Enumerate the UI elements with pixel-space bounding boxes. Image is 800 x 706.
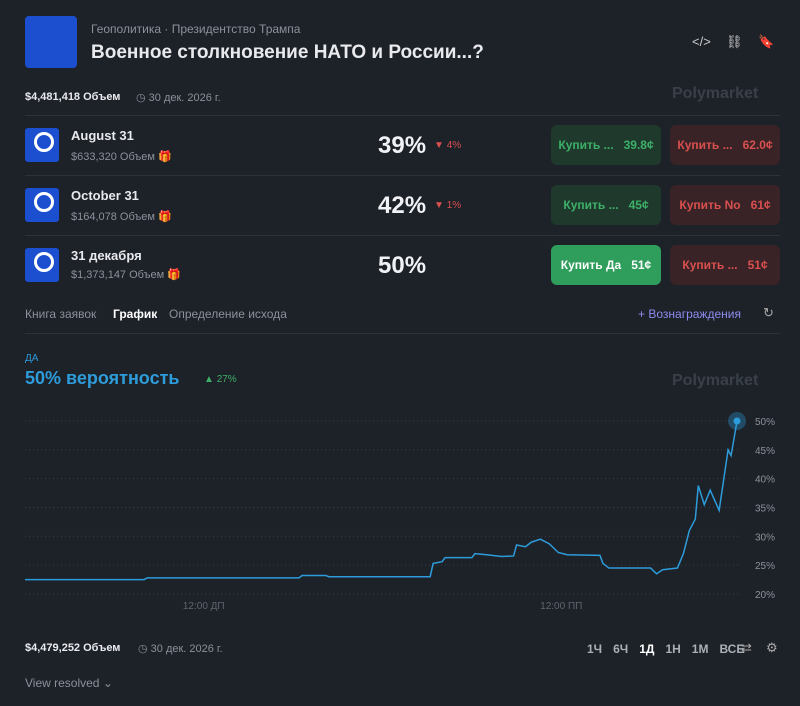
footer-date: ◷ 30 дек. 2026 г. xyxy=(138,643,223,655)
series-line xyxy=(25,420,738,581)
range-button[interactable]: 6Ч xyxy=(613,642,629,656)
date: ◷ 30 дек. 2026 г. xyxy=(136,92,221,104)
price: 62.0¢ xyxy=(742,138,773,152)
buy-no[interactable]: Купить ... 62.0¢ xyxy=(670,125,780,165)
market-volume: $164,078 Объем 🎁 xyxy=(71,211,172,223)
chance: 42% xyxy=(378,192,427,219)
separator xyxy=(25,333,780,334)
y-tick-label: 30% xyxy=(755,532,775,543)
price: 61¢ xyxy=(750,198,771,212)
end-point xyxy=(733,417,741,425)
y-tick-label: 50% xyxy=(755,417,775,428)
volume-text: $633,320 Объем xyxy=(71,151,155,163)
view-resolved[interactable]: View resolved ⌄ xyxy=(25,676,113,690)
separator xyxy=(25,175,780,176)
label: Купить ... xyxy=(677,138,733,152)
market-image xyxy=(25,16,77,68)
label: Купить ... xyxy=(558,138,614,152)
y-tick-label: 40% xyxy=(755,475,775,486)
chart-title: 50% вероятность xyxy=(25,368,180,388)
x-tick-label: 12:00 ПП xyxy=(540,601,582,612)
embed-button[interactable]: </> xyxy=(692,34,711,49)
chance: 50% xyxy=(378,252,427,279)
change-text: 1% xyxy=(446,200,462,211)
buy-yes[interactable]: Купить Да 51¢ xyxy=(551,245,661,285)
range-button[interactable]: 1Н xyxy=(665,642,681,656)
price: 51¢ xyxy=(631,258,652,272)
change-text: 27% xyxy=(216,374,237,385)
label: Купить ... xyxy=(682,258,738,272)
bookmark-button[interactable]: 🔖 xyxy=(758,34,775,49)
settings[interactable]: ⚙ xyxy=(766,640,778,655)
buy-no[interactable]: Купить ... 51¢ xyxy=(670,245,780,285)
price: 45¢ xyxy=(628,198,649,212)
brand: Polymarket xyxy=(672,372,759,389)
refresh[interactable]: ↻ xyxy=(763,305,774,320)
market-thumb xyxy=(25,248,59,282)
price: 39.8¢ xyxy=(623,138,654,152)
chart: 20% 25% 30% 35% 40% 45% 50% 12:00 ДП 12:00 ПП xyxy=(25,412,775,612)
volume-text: $1,373,147 Объем xyxy=(71,269,165,281)
title: Военное столкновение НАТО и России...? xyxy=(91,42,484,63)
shuffle[interactable]: ⇄ xyxy=(741,640,752,655)
range-button[interactable]: ВСЕ xyxy=(719,642,745,656)
market-volume: $1,373,147 Объем 🎁 xyxy=(71,269,181,281)
link-button[interactable]: ⛓ xyxy=(726,34,743,49)
rewards-text: Вознаграждения xyxy=(648,307,741,321)
tab-active[interactable]: График xyxy=(113,307,158,321)
volume: $4,481,418 Объем xyxy=(25,91,121,103)
chance: 39% xyxy=(378,132,427,159)
tab[interactable]: Определение исхода xyxy=(169,307,287,321)
buy-no[interactable]: Купить No 61¢ xyxy=(670,185,780,225)
range-button[interactable]: 1Ч xyxy=(587,642,603,656)
breadcrumb: Геополитика · Президентство Трампа xyxy=(91,22,301,36)
label: Купить No xyxy=(679,198,741,212)
market-thumb xyxy=(25,188,59,222)
buy-yes[interactable]: Купить ... 39.8¢ xyxy=(551,125,661,165)
date-text: 30 дек. 2026 г. xyxy=(150,643,223,655)
range-button[interactable]: 1Д xyxy=(639,642,655,656)
series-name: ДА xyxy=(25,353,39,364)
change: ▼ 1% xyxy=(434,200,462,211)
y-tick-label: 45% xyxy=(755,446,775,457)
price: 51¢ xyxy=(747,258,768,272)
y-tick-label: 25% xyxy=(755,561,775,572)
date-text: 30 дек. 2026 г. xyxy=(148,92,221,104)
chart-change: ▲ 27% xyxy=(204,374,237,385)
footer-volume: $4,479,252 Объем xyxy=(25,642,121,654)
brand: Polymarket xyxy=(672,85,759,102)
label: Купить Да xyxy=(560,258,622,272)
volume-text: $164,078 Объем xyxy=(71,211,155,223)
rewards[interactable]: + Вознаграждения xyxy=(638,307,741,321)
market-thumb xyxy=(25,128,59,162)
separator xyxy=(25,115,780,116)
change-text: 4% xyxy=(446,140,462,151)
y-tick-label: 35% xyxy=(755,504,775,515)
view-resolved-text: View resolved xyxy=(25,676,100,690)
change: ▼ 4% xyxy=(434,140,462,151)
y-tick-label: 20% xyxy=(755,590,775,601)
tab[interactable]: Книга заявок xyxy=(25,307,97,321)
range-button[interactable]: 1М xyxy=(691,642,709,656)
x-tick-label: 12:00 ДП xyxy=(183,601,225,612)
separator xyxy=(25,235,780,236)
range-selector: 1Ч 6Ч 1Д 1Н 1М ВСЕ xyxy=(587,642,744,656)
breadcrumb-link[interactable]: Геополитика xyxy=(91,22,162,36)
breadcrumb-link[interactable]: Президентство Трампа xyxy=(171,22,301,36)
market-volume: $633,320 Объем 🎁 xyxy=(71,151,172,163)
market-name: October 31 xyxy=(71,188,139,203)
market-name: August 31 xyxy=(71,128,134,143)
label: Купить ... xyxy=(563,198,619,212)
buy-yes[interactable]: Купить ... 45¢ xyxy=(551,185,661,225)
market-name: 31 декабря xyxy=(71,248,142,263)
